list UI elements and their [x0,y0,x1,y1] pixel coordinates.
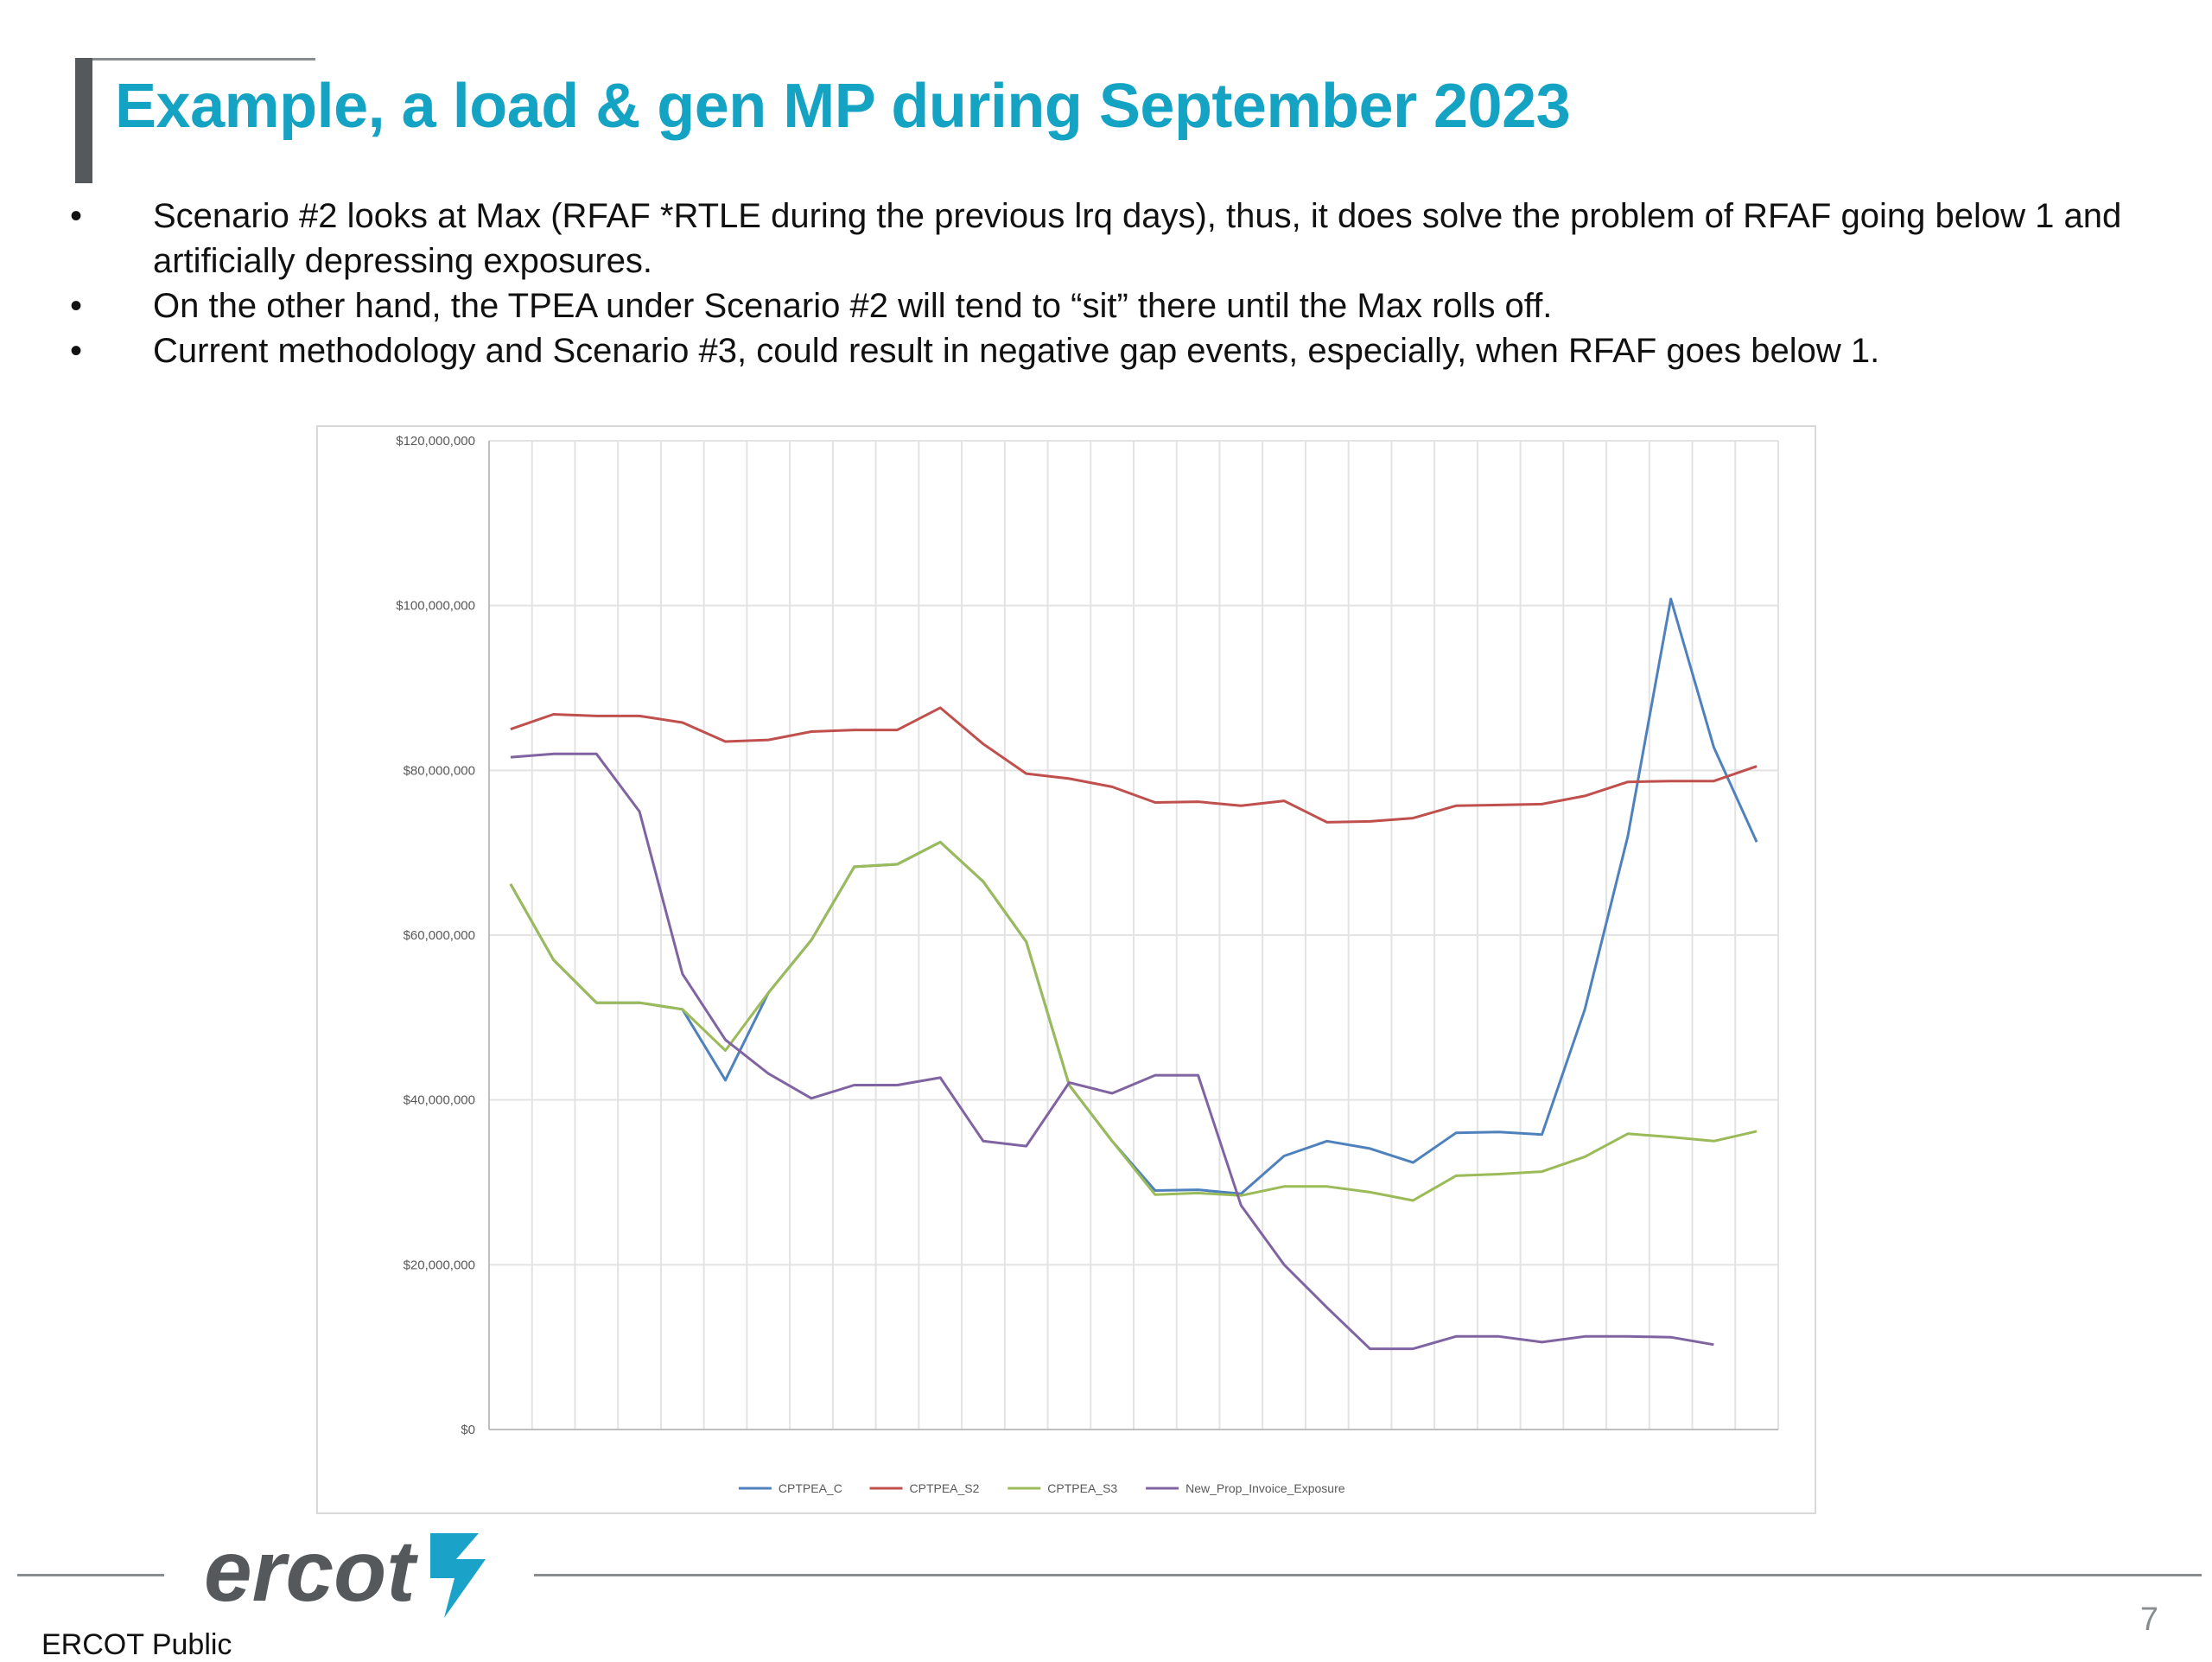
series-line-new-prop-invoice-exposure [510,752,1714,1351]
chart-frame: $0 $20,000,000 $40,000,000 $60,000,000 $80,0… [316,425,1816,1514]
legend-label: CPTPEA_C [779,1481,842,1495]
bullet-item: • Scenario #2 looks at Max (RFAF *RTLE du… [65,194,2139,283]
y-tick-label: $60,000,000 [404,928,475,943]
bullet-item: • On the other hand, the TPEA under Scena… [65,283,2139,328]
slide-title: Example, a load & gen MP during Septembe… [115,72,1571,141]
logo-bolt-icon [430,1533,486,1618]
bullet-item: • Current methodology and Scenario #3, co… [65,328,2139,373]
line-chart: $0 $20,000,000 $40,000,000 $60,000,000 $80,0… [396,434,1779,1495]
bullet-marker: • [70,197,83,235]
logo-wordmark: ercot [204,1523,418,1620]
y-tick-label: $20,000,000 [404,1258,475,1272]
page-number: 7 [2139,1602,2158,1638]
bullet-marker: • [70,287,83,325]
bullet-text: Current methodology and Scenario #3, cou… [153,332,1880,370]
y-tick-label: $40,000,000 [404,1093,475,1108]
title-accent-rule [75,58,315,60]
footer-classification: ERCOT Public [41,1628,232,1661]
legend-label: New_Prop_Invoice_Exposure [1185,1481,1345,1495]
series-line-cptpea-s2 [510,706,1758,824]
series-line-cptpea-c [509,597,1758,1195]
footer-rule-right [534,1574,2202,1576]
bullet-text: On the other hand, the TPEA under Scenar… [153,287,1553,325]
bullet-marker: • [70,332,83,370]
y-tick-label: $100,000,000 [396,599,475,614]
ercot-logo: ercot [204,1523,486,1620]
y-tick-label: $80,000,000 [404,763,475,778]
footer-rule-left [17,1574,164,1576]
series-line-cptpea-s3 [509,840,1758,1202]
bullet-list: • Scenario #2 looks at Max (RFAF *RTLE du… [65,194,2139,373]
y-tick-label: $0 [461,1423,475,1437]
legend-label: CPTPEA_S2 [910,1481,980,1495]
bullet-text: Scenario #2 looks at Max (RFAF *RTLE dur… [153,197,2122,280]
legend-label: CPTPEA_S3 [1047,1481,1117,1495]
y-tick-label: $120,000,000 [396,434,475,449]
title-accent-bar [75,58,92,183]
